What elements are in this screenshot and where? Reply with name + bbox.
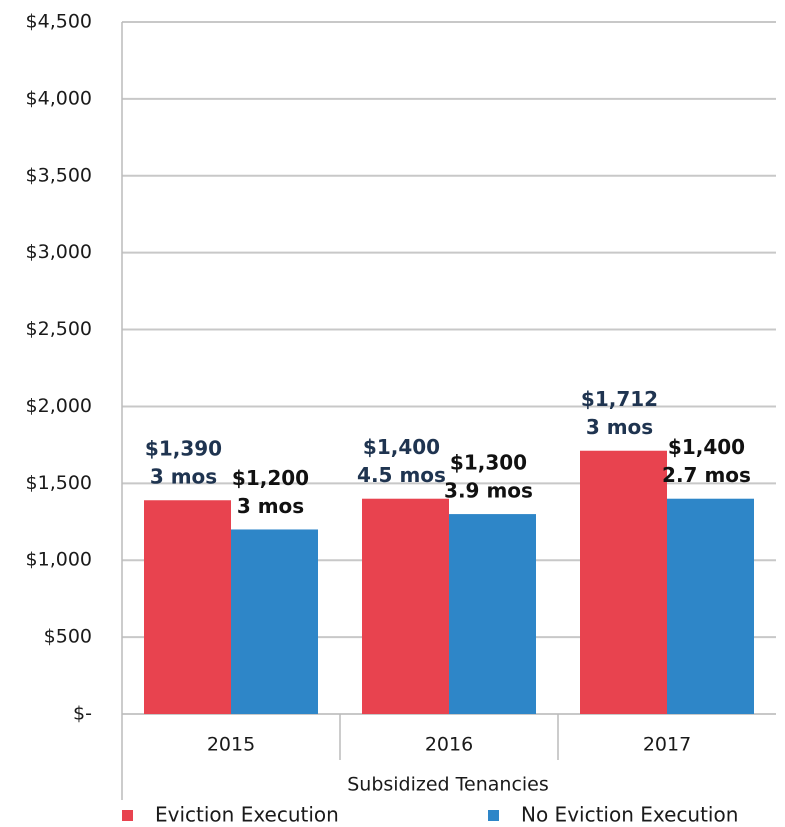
y-tick-label: $4,000 [26,87,92,109]
bar [449,514,536,714]
duration-label: 3 mos [586,415,653,439]
data-label: $1,390 [145,437,222,461]
x-axis-label: Subsidized Tenancies [347,774,549,796]
duration-label: 3 mos [237,494,304,518]
x-tick-label: 2016 [425,734,473,756]
legend-swatch [122,810,133,821]
data-label: $1,400 [668,435,745,459]
bar [667,498,754,714]
data-label: $1,200 [232,466,309,490]
y-tick-label: $2,000 [26,395,92,417]
data-label: $1,400 [363,435,440,459]
y-tick-label: $1,500 [26,472,92,494]
bar [144,500,231,714]
duration-label: 3.9 mos [444,479,533,503]
legend-label: No Eviction Execution [521,803,738,827]
duration-label: 3 mos [150,465,217,489]
y-tick-label: $4,500 [26,11,92,33]
y-tick-label: $1,000 [26,549,92,571]
x-tick-label: 2015 [207,734,255,756]
bar [231,529,318,714]
data-label: $1,300 [450,451,527,475]
bar [580,450,667,714]
legend-label: Eviction Execution [155,803,339,827]
x-tick-label: 2017 [643,734,691,756]
legend-swatch [488,810,499,821]
duration-label: 2.7 mos [662,463,751,487]
bar [362,498,449,714]
duration-label: 4.5 mos [357,463,446,487]
y-tick-label: $2,500 [26,318,92,340]
data-label: $1,712 [581,387,658,411]
y-tick-label: $- [73,703,92,725]
y-tick-label: $500 [44,626,92,648]
y-tick-label: $3,000 [26,241,92,263]
y-tick-label: $3,500 [26,164,92,186]
